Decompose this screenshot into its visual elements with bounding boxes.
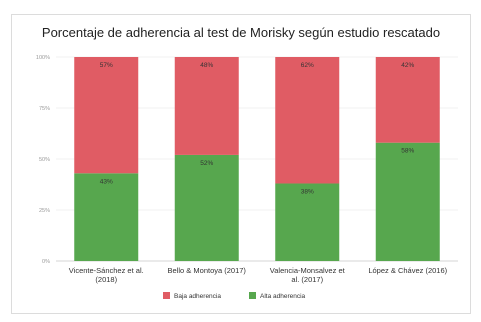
stacked-bar-chart: 0% 25% 50% 75% 100% 43% 57% Vicente-Sánchez et … bbox=[36, 55, 458, 300]
data-label: 38% bbox=[301, 188, 314, 195]
data-label: 57% bbox=[100, 62, 113, 69]
bar-segment bbox=[174, 57, 239, 155]
bar-segment bbox=[275, 57, 340, 184]
y-tick-label: 75% bbox=[39, 106, 50, 112]
data-label: 48% bbox=[200, 62, 213, 69]
legend-swatch bbox=[163, 292, 170, 299]
legend-label: Alta adherencia bbox=[260, 293, 306, 300]
legend-swatch bbox=[249, 292, 256, 299]
data-label: 62% bbox=[301, 62, 314, 69]
x-tick-label: López & Chávez (2016) bbox=[368, 266, 447, 275]
x-tick-label-line: (2018) bbox=[95, 275, 117, 284]
x-tick-label-line: Vicente-Sánchez et al. bbox=[69, 266, 144, 275]
bar-segment bbox=[74, 173, 139, 261]
x-tick-label: Vicente-Sánchez et al. (2018) bbox=[69, 266, 144, 284]
legend-label: Baja adherencia bbox=[174, 293, 221, 300]
bar-segment bbox=[174, 154, 239, 261]
chart-title: Porcentaje de adherencia al test de Mori… bbox=[41, 25, 441, 40]
y-tick-label: 25% bbox=[39, 208, 50, 214]
y-tick-label: 0% bbox=[42, 259, 50, 265]
bar-segment bbox=[74, 57, 139, 174]
data-label: 58% bbox=[401, 148, 414, 155]
bar-segment bbox=[375, 57, 440, 143]
data-label: 42% bbox=[401, 62, 414, 69]
x-tick-label-line: al. (2017) bbox=[291, 275, 323, 284]
bar-segment bbox=[275, 183, 340, 261]
data-label: 52% bbox=[200, 160, 213, 167]
y-tick-label: 50% bbox=[39, 157, 50, 163]
x-tick-label-line: Valencia-Monsalvez et bbox=[270, 266, 346, 275]
y-tick-label: 100% bbox=[36, 55, 50, 61]
chart-frame: Porcentaje de adherencia al test de Mori… bbox=[11, 14, 471, 314]
bar-segment bbox=[375, 142, 440, 261]
x-tick-label: Bello & Montoya (2017) bbox=[168, 266, 247, 275]
data-label: 43% bbox=[100, 178, 113, 185]
x-tick-label-line: Bello & Montoya (2017) bbox=[168, 266, 247, 275]
x-tick-label-line: López & Chávez (2016) bbox=[368, 266, 447, 275]
x-tick-label: Valencia-Monsalvez et al. (2017) bbox=[270, 266, 346, 284]
